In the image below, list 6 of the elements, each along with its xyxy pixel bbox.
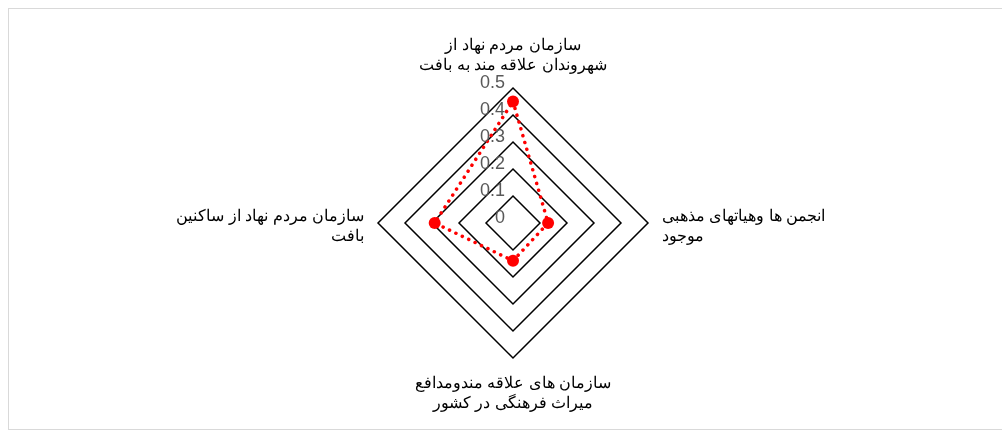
y-tick-label: 0 bbox=[494, 207, 505, 227]
spoke-label: انجمن ها وهیاتهای مذهبی موجود bbox=[662, 207, 826, 245]
y-tick-label: 0.5 bbox=[479, 72, 505, 92]
spoke-label: سازمان مردم نهاد از ساکنین بافت bbox=[176, 207, 364, 244]
spoke-label: سازمان مردم نهاد از شهروندان علاقه مند به بافت bbox=[419, 36, 607, 74]
spoke-label: سازمان های علاقه مندومدافع میراث فرهنگی در کشور bbox=[414, 374, 612, 412]
